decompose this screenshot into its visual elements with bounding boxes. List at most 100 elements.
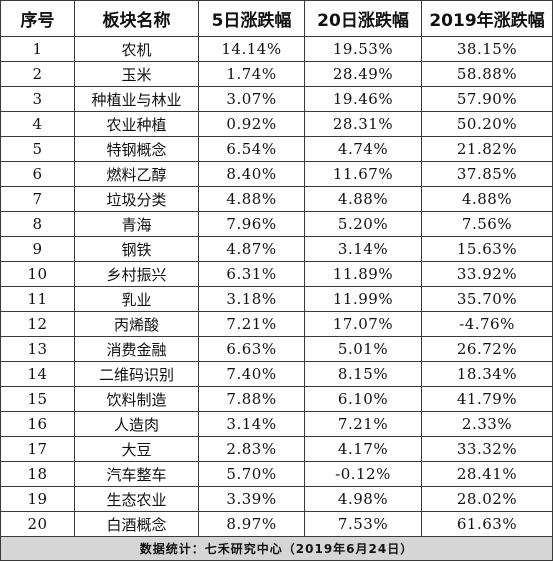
cell-2019-change: 50.20%	[421, 111, 553, 137]
cell-index: 13	[0, 336, 75, 362]
cell-5day-change: 3.18%	[198, 286, 305, 312]
cell-index: 14	[0, 361, 75, 387]
cell-2019-change: 58.88%	[421, 61, 553, 87]
cell-index: 5	[0, 136, 75, 162]
table-row: 13 消费金融 6.63% 5.01% 26.72%	[0, 336, 553, 362]
cell-20day-change: 5.20%	[304, 211, 422, 237]
cell-20day-change: 4.98%	[304, 486, 422, 512]
cell-20day-change: 4.88%	[304, 186, 422, 212]
table-footer: 数据统计：七禾研究中心（2019年6月24日）	[0, 536, 553, 561]
header-index: 序号	[0, 0, 75, 37]
cell-2019-change: 21.82%	[421, 136, 553, 162]
cell-2019-change: 41.79%	[421, 386, 553, 412]
table-row: 16 人造肉 3.14% 7.21% 2.33%	[0, 411, 553, 437]
table-row: 7 垃圾分类 4.88% 4.88% 4.88%	[0, 186, 553, 212]
cell-index: 1	[0, 36, 75, 62]
cell-20day-change: 8.15%	[304, 361, 422, 387]
cell-2019-change: 7.56%	[421, 211, 553, 237]
cell-5day-change: 5.70%	[198, 461, 305, 487]
cell-sector-name: 饮料制造	[74, 386, 199, 412]
cell-20day-change: 3.14%	[304, 236, 422, 262]
cell-5day-change: 6.54%	[198, 136, 305, 162]
table-row: 14 二维码识别 7.40% 8.15% 18.34%	[0, 361, 553, 387]
cell-20day-change: -0.12%	[304, 461, 422, 487]
cell-2019-change: 33.32%	[421, 436, 553, 462]
cell-20day-change: 5.01%	[304, 336, 422, 362]
cell-5day-change: 7.40%	[198, 361, 305, 387]
cell-sector-name: 垃圾分类	[74, 186, 199, 212]
table-row: 19 生态农业 3.39% 4.98% 28.02%	[0, 486, 553, 512]
cell-index: 19	[0, 486, 75, 512]
cell-2019-change: -4.76%	[421, 311, 553, 337]
cell-2019-change: 33.92%	[421, 261, 553, 287]
cell-2019-change: 57.90%	[421, 86, 553, 112]
cell-20day-change: 11.67%	[304, 161, 422, 187]
cell-sector-name: 大豆	[74, 436, 199, 462]
cell-sector-name: 种植业与林业	[74, 86, 199, 112]
cell-5day-change: 4.88%	[198, 186, 305, 212]
cell-index: 15	[0, 386, 75, 412]
cell-2019-change: 37.85%	[421, 161, 553, 187]
cell-index: 8	[0, 211, 75, 237]
cell-20day-change: 7.21%	[304, 411, 422, 437]
cell-5day-change: 8.97%	[198, 511, 305, 537]
table-row: 17 大豆 2.83% 4.17% 33.32%	[0, 436, 553, 462]
table-row: 20 白酒概念 8.97% 7.53% 61.63%	[0, 511, 553, 537]
table-row: 6 燃料乙醇 8.40% 11.67% 37.85%	[0, 161, 553, 187]
cell-index: 9	[0, 236, 75, 262]
cell-2019-change: 38.15%	[421, 36, 553, 62]
cell-sector-name: 消费金融	[74, 336, 199, 362]
cell-sector-name: 乳业	[74, 286, 199, 312]
table-row: 3 种植业与林业 3.07% 19.46% 57.90%	[0, 86, 553, 112]
cell-5day-change: 14.14%	[198, 36, 305, 62]
cell-5day-change: 3.39%	[198, 486, 305, 512]
cell-20day-change: 4.17%	[304, 436, 422, 462]
cell-5day-change: 3.07%	[198, 86, 305, 112]
cell-20day-change: 28.31%	[304, 111, 422, 137]
cell-sector-name: 玉米	[74, 61, 199, 87]
cell-index: 18	[0, 461, 75, 487]
cell-20day-change: 6.10%	[304, 386, 422, 412]
cell-2019-change: 18.34%	[421, 361, 553, 387]
table-row: 4 农业种植 0.92% 28.31% 50.20%	[0, 111, 553, 137]
cell-sector-name: 农机	[74, 36, 199, 62]
cell-2019-change: 35.70%	[421, 286, 553, 312]
cell-sector-name: 青海	[74, 211, 199, 237]
footer-row: 数据统计：七禾研究中心（2019年6月24日）	[0, 536, 553, 561]
cell-sector-name: 钢铁	[74, 236, 199, 262]
cell-sector-name: 白酒概念	[74, 511, 199, 537]
cell-index: 2	[0, 61, 75, 87]
table-row: 2 玉米 1.74% 28.49% 58.88%	[0, 61, 553, 87]
cell-sector-name: 特钢概念	[74, 136, 199, 162]
cell-20day-change: 19.53%	[304, 36, 422, 62]
cell-sector-name: 二维码识别	[74, 361, 199, 387]
cell-2019-change: 28.41%	[421, 461, 553, 487]
cell-5day-change: 7.96%	[198, 211, 305, 237]
table-row: 5 特钢概念 6.54% 4.74% 21.82%	[0, 136, 553, 162]
table-row: 8 青海 7.96% 5.20% 7.56%	[0, 211, 553, 237]
cell-sector-name: 燃料乙醇	[74, 161, 199, 187]
source-note: 数据统计：七禾研究中心（2019年6月24日）	[0, 536, 553, 561]
cell-index: 10	[0, 261, 75, 287]
cell-index: 17	[0, 436, 75, 462]
cell-sector-name: 生态农业	[74, 486, 199, 512]
cell-index: 7	[0, 186, 75, 212]
cell-5day-change: 4.87%	[198, 236, 305, 262]
table-row: 9 钢铁 4.87% 3.14% 15.63%	[0, 236, 553, 262]
table-row: 15 饮料制造 7.88% 6.10% 41.79%	[0, 386, 553, 412]
cell-2019-change: 26.72%	[421, 336, 553, 362]
header-sector-name: 板块名称	[74, 0, 199, 37]
cell-2019-change: 2.33%	[421, 411, 553, 437]
cell-sector-name: 乡村振兴	[74, 261, 199, 287]
cell-index: 11	[0, 286, 75, 312]
cell-2019-change: 4.88%	[421, 186, 553, 212]
table-body: 1 农机 14.14% 19.53% 38.15% 2 玉米 1.74% 28.49% 58.88…	[0, 36, 553, 537]
cell-2019-change: 15.63%	[421, 236, 553, 262]
cell-5day-change: 2.83%	[198, 436, 305, 462]
cell-20day-change: 17.07%	[304, 311, 422, 337]
cell-sector-name: 农业种植	[74, 111, 199, 137]
cell-5day-change: 1.74%	[198, 61, 305, 87]
cell-5day-change: 3.14%	[198, 411, 305, 437]
cell-5day-change: 8.40%	[198, 161, 305, 187]
cell-index: 6	[0, 161, 75, 187]
